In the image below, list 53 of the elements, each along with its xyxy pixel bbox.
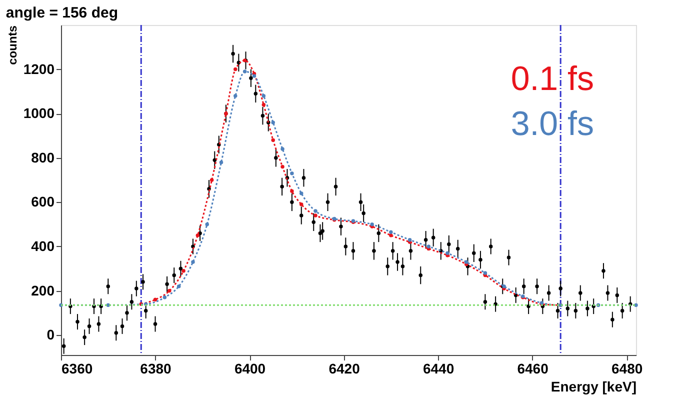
point (176, 284, 181, 288)
x-tick-label: 6420 (328, 360, 360, 376)
x-axis-title: Energy [keV] (550, 378, 636, 394)
point (191, 260, 195, 264)
point (234, 94, 238, 98)
point (210, 178, 214, 182)
point (262, 102, 266, 107)
point (300, 202, 304, 206)
point (205, 222, 209, 226)
point (234, 67, 238, 72)
y-tick-label: 400 (31, 238, 55, 254)
point (370, 222, 374, 226)
point (408, 238, 412, 242)
point (162, 296, 167, 300)
x-tick-label: 6480 (611, 360, 643, 376)
point (446, 251, 450, 255)
y-tick-label: 1000 (23, 105, 55, 122)
y-tick-label: 0 (46, 326, 55, 343)
x-tick-label: 6460 (517, 360, 549, 376)
y-tick-label: 600 (31, 194, 55, 210)
point (153, 298, 158, 302)
x-tick-label: 6400 (234, 360, 266, 376)
point (168, 288, 172, 293)
y-axis-title: counts (5, 25, 20, 65)
text: 3.0 fs (510, 105, 594, 143)
point (389, 234, 393, 238)
point (219, 160, 224, 164)
point (280, 164, 284, 169)
point (252, 74, 256, 78)
point (290, 189, 294, 193)
y-tick-label: 1200 (23, 60, 55, 77)
text: 0.1 fs (510, 60, 594, 98)
point (242, 70, 247, 74)
point (300, 191, 304, 196)
point (314, 209, 318, 213)
point (426, 244, 430, 248)
point (483, 271, 488, 275)
point (271, 120, 275, 124)
point (464, 260, 468, 264)
x-tick-label: 6440 (422, 360, 454, 376)
x-tick-label: 6360 (62, 360, 93, 376)
point (280, 147, 284, 151)
chart-title: angle = 156 deg (6, 4, 118, 22)
point (314, 214, 318, 218)
y-tick-label: 200 (31, 282, 55, 298)
x-tick-label: 6380 (140, 360, 172, 376)
y-tick-label: 800 (31, 149, 55, 166)
point (262, 94, 266, 98)
point (389, 230, 393, 234)
point (290, 172, 294, 176)
point (182, 268, 186, 273)
point (271, 138, 275, 142)
point (196, 234, 200, 238)
